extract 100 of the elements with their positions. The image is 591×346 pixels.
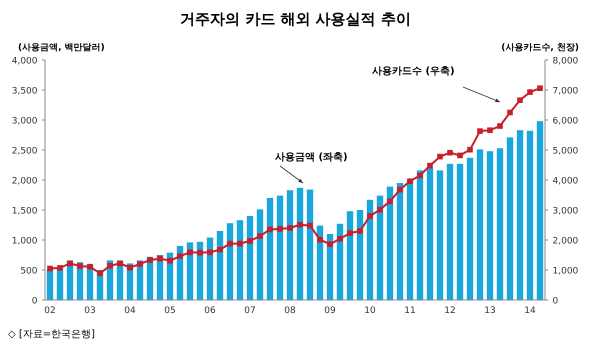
annotation: 사용금액 (좌축)	[275, 152, 348, 163]
bar	[336, 224, 344, 300]
point	[257, 233, 263, 239]
point	[367, 213, 373, 219]
point	[277, 226, 283, 232]
y-tick-label: 3,500	[12, 86, 38, 96]
x-tick-label: 06	[204, 306, 216, 316]
point	[527, 89, 533, 95]
point	[127, 264, 133, 270]
y-axis-title: (사용금액, 백만달러)	[18, 43, 105, 53]
x-tick-label: 11	[404, 306, 416, 316]
point	[307, 222, 313, 228]
bar	[416, 170, 424, 300]
bar	[316, 226, 324, 300]
y-tick-label: 4,000	[12, 56, 38, 66]
point	[467, 146, 473, 152]
bar	[436, 170, 444, 300]
bar	[276, 196, 284, 300]
point	[357, 228, 363, 234]
point	[487, 127, 493, 133]
point	[137, 261, 143, 267]
chart-title: 거주자의 카드 해외 사용실적 추이	[180, 10, 411, 28]
point	[217, 246, 223, 252]
bar	[526, 130, 534, 300]
y2-tick-label: 4,000	[552, 176, 579, 186]
bar	[466, 158, 474, 300]
point	[477, 128, 483, 134]
point	[497, 123, 503, 129]
bar	[536, 121, 544, 300]
point	[117, 260, 123, 266]
bar	[256, 209, 264, 300]
bar	[456, 164, 464, 300]
point	[437, 154, 443, 160]
bar	[356, 210, 364, 300]
y-tick-label: 1,000	[12, 236, 38, 246]
x-tick-label: 09	[324, 306, 336, 316]
bar	[226, 223, 234, 300]
point	[187, 250, 193, 256]
annotation: 사용카드수 (우축)	[372, 66, 455, 77]
bar	[246, 216, 254, 300]
point	[237, 240, 243, 246]
point	[47, 266, 53, 272]
point	[87, 264, 93, 270]
point	[247, 238, 253, 244]
bar	[476, 149, 484, 300]
x-tick-label: 14	[524, 306, 536, 316]
y2-tick-label: 1,000	[552, 266, 579, 276]
point	[447, 150, 453, 156]
point	[397, 186, 403, 192]
x-tick-label: 08	[284, 306, 296, 316]
point	[267, 226, 273, 232]
x-tick-label: 04	[124, 306, 136, 316]
x-tick-label: 05	[164, 306, 176, 316]
y-tick-label: 1,500	[12, 206, 38, 216]
point	[347, 230, 353, 236]
x-tick-label: 02	[44, 306, 56, 316]
bar	[216, 231, 224, 300]
x-tick-label: 07	[244, 306, 256, 316]
point	[407, 178, 413, 184]
bar	[346, 211, 354, 300]
point	[67, 260, 73, 266]
y2-tick-label: 2,000	[552, 236, 579, 246]
x-tick-label: 12	[444, 306, 456, 316]
point	[197, 250, 203, 256]
point	[297, 222, 303, 228]
y-tick-label: 3,000	[12, 116, 38, 126]
y-tick-label: 500	[20, 266, 38, 276]
x-tick-label: 03	[84, 306, 96, 316]
point	[157, 256, 163, 262]
point	[167, 258, 173, 264]
bar	[296, 188, 304, 300]
y2-tick-label: 3,000	[552, 206, 579, 216]
y2-tick-label: 6,000	[552, 116, 579, 126]
y2-tick-label: 0	[552, 296, 558, 306]
x-tick-label: 13	[484, 306, 496, 316]
y2-tick-label: 7,000	[552, 86, 579, 96]
point	[337, 236, 343, 242]
bar	[446, 164, 454, 300]
point	[417, 172, 423, 178]
point	[207, 250, 213, 256]
point	[77, 263, 83, 269]
point	[377, 206, 383, 212]
point	[387, 198, 393, 204]
bar	[486, 151, 494, 300]
y-tick-label: 0	[32, 296, 38, 306]
bar	[266, 198, 274, 300]
bar	[396, 183, 404, 300]
point	[427, 162, 433, 168]
bar	[516, 130, 524, 300]
bar	[236, 220, 244, 300]
point	[177, 253, 183, 259]
point	[147, 257, 153, 263]
point	[107, 263, 113, 269]
point	[97, 270, 103, 276]
y-tick-label: 2,000	[12, 176, 38, 186]
y2-axis-title: (사용카드수, 천장)	[501, 43, 579, 53]
y2-tick-label: 8,000	[552, 56, 579, 66]
bar	[496, 148, 504, 300]
point	[537, 85, 543, 91]
point	[57, 265, 63, 271]
